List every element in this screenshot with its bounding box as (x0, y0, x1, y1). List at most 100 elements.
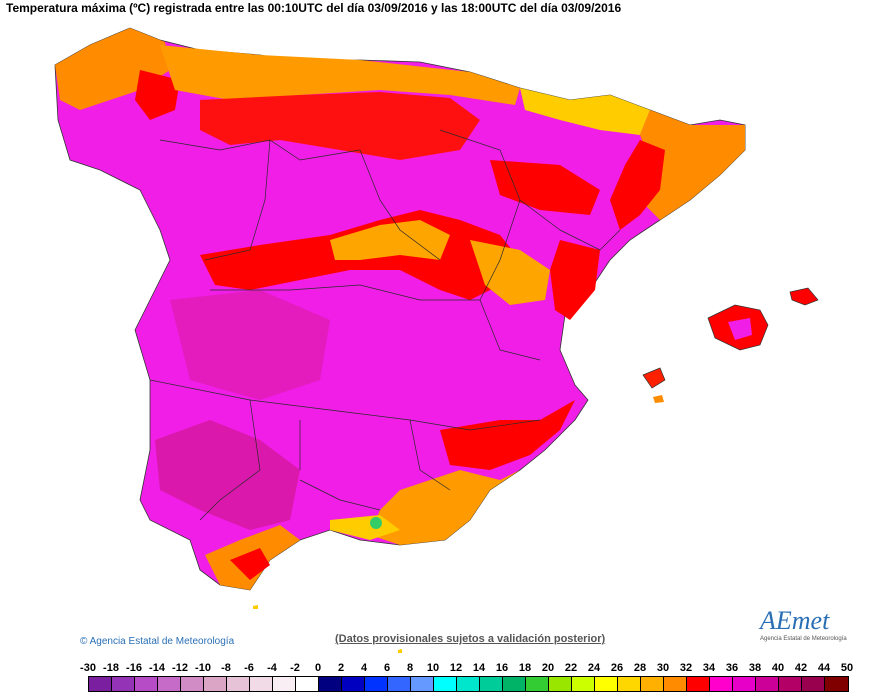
aemet-logo: AEmet Agencia Estatal de Meteorología (760, 606, 847, 643)
mallorca-center (728, 318, 752, 340)
legend-tick-label: -10 (195, 662, 211, 674)
legend-swatch (273, 677, 296, 691)
legend-swatch (365, 677, 388, 691)
legend-tick-label: 32 (679, 662, 693, 674)
legend-tick-label: 42 (794, 662, 808, 674)
legend-tick-label: -18 (103, 662, 119, 674)
legend-tick-label: 38 (748, 662, 762, 674)
legend-swatch (434, 677, 457, 691)
legend-swatch (618, 677, 641, 691)
granada-yellow (330, 515, 400, 540)
legend-tick-label: 14 (472, 662, 486, 674)
south-coast-red (230, 548, 270, 580)
logo-wordmark: AEmet (760, 606, 830, 635)
guadiana-dark-zone (170, 290, 330, 400)
regional-borders (149, 129, 621, 521)
legend-swatch (710, 677, 733, 691)
legend-tick-label: -4 (267, 662, 277, 674)
legend-swatch (687, 677, 710, 691)
ibiza (642, 367, 666, 389)
legend-tick-label: -12 (172, 662, 188, 674)
legend-tick-label: 12 (449, 662, 463, 674)
legend-tick-label: -14 (149, 662, 165, 674)
southeast-red (440, 400, 575, 470)
alboran-dot (253, 605, 258, 609)
catalonia-orange (640, 110, 745, 220)
copyright-icon: © (80, 636, 88, 647)
aemet-credit[interactable]: © Agencia Estatal de Meteorología (80, 636, 234, 647)
legend-swatch (572, 677, 595, 691)
galicia-orange (55, 28, 170, 110)
legend-swatch (664, 677, 687, 691)
legend-swatch (641, 677, 664, 691)
legend-tick-labels: -30 -18 -16 -14 -12 -10 -8 -6 -4 -2 0 2 4 6 8 10 12 14 16 1… (0, 662, 870, 676)
legend-swatch (319, 677, 342, 691)
legend-tick-label: 28 (633, 662, 647, 674)
legend-tick-label: 16 (495, 662, 509, 674)
legend-swatch (250, 677, 273, 691)
southeast-orange (370, 450, 545, 545)
legend-swatch (733, 677, 756, 691)
levante-red (550, 240, 600, 320)
cantabric-orange (160, 45, 520, 105)
legend-swatch (112, 677, 135, 691)
legend-tick-label: 0 (314, 662, 322, 674)
legend-tick-label: 2 (337, 662, 345, 674)
legend-swatch (89, 677, 112, 691)
legend-swatch (825, 677, 848, 691)
cantabric-red (200, 92, 480, 160)
legend-swatch (158, 677, 181, 691)
legend-tick-label: 36 (725, 662, 739, 674)
legend-tick-label: 4 (360, 662, 368, 674)
legend-tick-label: 34 (702, 662, 716, 674)
menorca (789, 287, 819, 306)
legend-swatch (802, 677, 825, 691)
legend-tick-label: 8 (406, 662, 414, 674)
legend-swatch (480, 677, 503, 691)
legend-color-scale (88, 676, 849, 692)
map-title: Temperatura máxima (ºC) registrada entre… (6, 1, 622, 15)
legend-tick-label: -30 (80, 662, 96, 674)
legend-swatch (526, 677, 549, 691)
legend-swatch (388, 677, 411, 691)
ebro-red (490, 160, 600, 215)
legend-swatch (595, 677, 618, 691)
credit-text: Agencia Estatal de Meteorología (89, 636, 235, 647)
legend-tick-label: 18 (518, 662, 532, 674)
legend-tick-label: 20 (541, 662, 555, 674)
alboran-dot-2 (398, 649, 402, 653)
legend-tick-label: 40 (771, 662, 785, 674)
legend-tick-label: 30 (656, 662, 670, 674)
legend-tick-label: -16 (126, 662, 142, 674)
legend-swatch (227, 677, 250, 691)
iberian-system-orange (470, 240, 550, 305)
legend-swatch (457, 677, 480, 691)
provisional-data-note: (Datos provisionales sujetos a validació… (335, 633, 606, 645)
sierra-nevada-green (370, 517, 382, 529)
legend-tick-label: -2 (290, 662, 300, 674)
southwest-dark-zone (155, 420, 300, 530)
portugal-region (55, 165, 170, 540)
pyrenees-yellow (520, 88, 650, 135)
legend-tick-label: 6 (383, 662, 391, 674)
legend-swatch (549, 677, 572, 691)
legend-swatch (181, 677, 204, 691)
legend-tick-label: 10 (426, 662, 440, 674)
legend-tick-label: 24 (587, 662, 601, 674)
formentera (653, 395, 664, 403)
legend-swatch (204, 677, 227, 691)
legend-swatch (779, 677, 802, 691)
central-system-orange (330, 220, 450, 260)
legend-tick-label: 26 (610, 662, 624, 674)
legend-tick-label: 44 (817, 662, 831, 674)
logo-subtitle: Agencia Estatal de Meteorología (760, 636, 847, 642)
legend-swatch (135, 677, 158, 691)
legend-swatch (342, 677, 365, 691)
legend-swatch (756, 677, 779, 691)
catalonia-red (610, 140, 665, 230)
legend-swatch (411, 677, 434, 691)
legend-tick-label: -8 (221, 662, 231, 674)
legend-tick-label: 22 (564, 662, 578, 674)
legend-tick-label: -6 (244, 662, 254, 674)
